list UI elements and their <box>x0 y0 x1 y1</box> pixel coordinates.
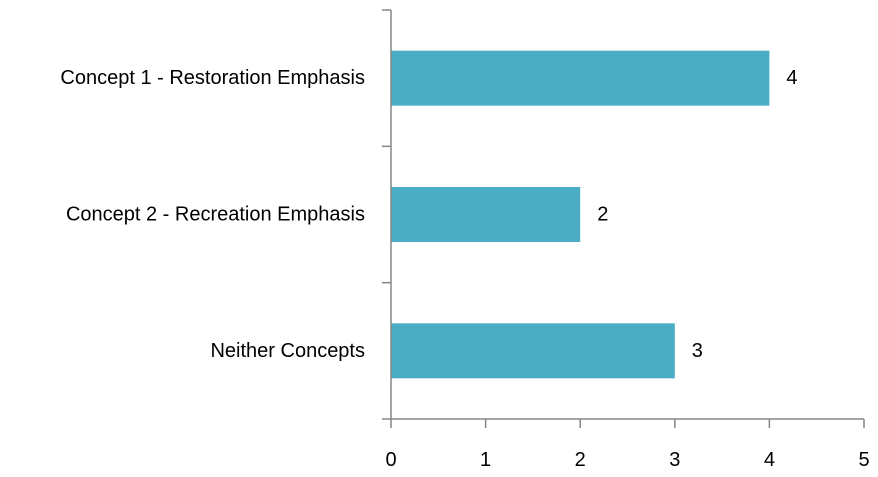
bar-1 <box>391 50 770 106</box>
bars-layer <box>391 50 770 379</box>
x-tick-label-0: 0 <box>385 449 396 471</box>
data-label-1: 4 <box>786 67 797 89</box>
category-label-1: Concept 1 - Restoration Emphasis <box>60 67 365 89</box>
data-label-3: 3 <box>692 340 703 362</box>
x-tick-label-4: 4 <box>764 449 775 471</box>
axes-layer <box>382 9 865 428</box>
labels-layer: Concept 1 - Restoration Emphasis 4 Concept… <box>60 67 869 471</box>
category-label-2: Concept 2 - Recreation Emphasis <box>66 204 365 226</box>
category-label-3: Neither Concepts <box>210 340 365 362</box>
x-tick-label-3: 3 <box>669 449 680 471</box>
data-label-2: 2 <box>597 204 608 226</box>
x-tick-label-2: 2 <box>575 449 586 471</box>
x-tick-label-1: 1 <box>480 449 491 471</box>
bar-3 <box>391 323 675 379</box>
x-tick-label-5: 5 <box>858 449 869 471</box>
bar-2 <box>391 187 581 242</box>
